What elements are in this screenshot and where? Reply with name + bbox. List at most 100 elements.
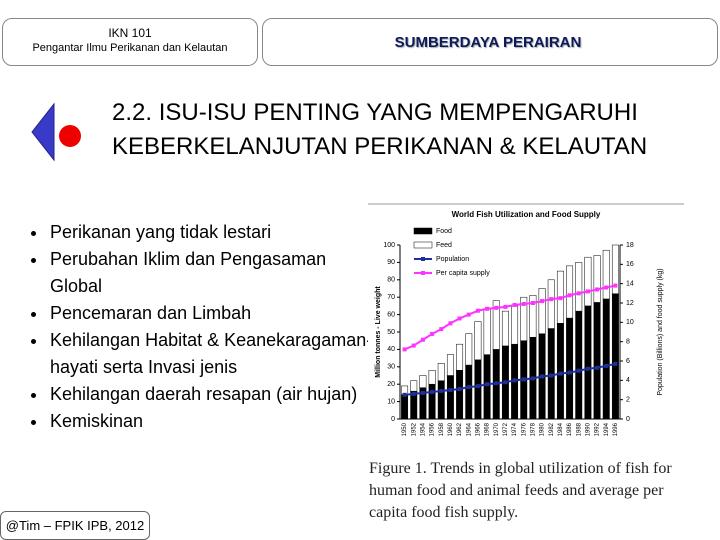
point <box>567 293 572 298</box>
bar <box>483 354 491 420</box>
bar <box>474 359 482 420</box>
chart-title: World Fish Utilization and Food Supply <box>452 210 601 219</box>
point <box>558 296 563 301</box>
point <box>475 308 480 313</box>
point <box>604 285 609 290</box>
bar <box>401 394 409 420</box>
bar <box>474 321 482 361</box>
y-tick-label: 30 <box>387 364 395 371</box>
y2-tick-label: 14 <box>626 281 634 288</box>
bar <box>593 302 601 420</box>
slide-title: 2.2. ISU-ISU PENTING YANG MEMPENGARUHI K… <box>112 99 648 160</box>
bullet: Perikanan yang tidak lestari <box>48 219 378 246</box>
bar <box>538 288 546 334</box>
y-tick-label: 70 <box>387 294 395 301</box>
point <box>521 377 526 382</box>
point <box>604 363 609 368</box>
x-tick-label: 1970 <box>494 422 500 436</box>
y2-tick-label: 4 <box>626 377 630 384</box>
point <box>530 376 535 381</box>
x-tick-label: 1978 <box>530 422 536 436</box>
bar <box>492 300 500 350</box>
y2-tick-label: 16 <box>626 261 634 268</box>
x-tick-label: 1988 <box>576 422 582 436</box>
y2-tick-label: 12 <box>626 300 634 307</box>
bar <box>410 380 418 392</box>
bar <box>611 293 619 420</box>
dot-icon <box>59 125 81 147</box>
course-name: Pengantar Ilmu Perikanan dan Kelautan <box>32 42 228 54</box>
bar <box>428 370 436 385</box>
course-box: IKN 101 Pengantar Ilmu Perikanan dan Kel… <box>2 18 258 66</box>
x-tick-label: 1972 <box>503 422 509 436</box>
y2-tick-label: 0 <box>626 416 630 423</box>
course-code: IKN 101 <box>108 26 152 40</box>
point <box>494 381 499 386</box>
point <box>448 321 453 326</box>
point <box>512 302 517 307</box>
point <box>439 327 444 332</box>
y-tick-label: 0 <box>391 416 395 423</box>
y-tick-label: 80 <box>387 277 395 284</box>
y2-tick-label: 8 <box>626 339 630 346</box>
bar <box>575 262 583 312</box>
nav-icon <box>31 102 81 162</box>
legend-label: Population <box>436 256 469 263</box>
bar <box>446 354 454 376</box>
point <box>503 380 508 385</box>
point <box>485 382 490 387</box>
arrow-icon <box>31 102 55 162</box>
figure-chart: World Fish Utilization and Food Supply01… <box>368 203 684 458</box>
x-tick-label: 1990 <box>585 422 591 436</box>
x-tick-label: 1952 <box>411 422 417 436</box>
bar <box>437 380 445 420</box>
bullet: Pencemaran dan Limbah <box>48 300 378 327</box>
point <box>595 365 600 370</box>
y2-axis-label: Population (Billions) and food supply (k… <box>657 268 664 395</box>
x-tick-label: 1984 <box>558 422 564 436</box>
bar <box>465 333 473 366</box>
bar <box>547 279 555 329</box>
footer: @Tim – FPIK IPB, 2012 <box>0 511 150 540</box>
y2-tick-label: 10 <box>626 319 634 326</box>
point <box>613 361 618 366</box>
bullet: Kemiskinan <box>48 408 378 435</box>
point <box>411 391 416 396</box>
point <box>558 371 563 376</box>
bullet-list: Perikanan yang tidak lestariPerubahan Ik… <box>24 219 378 435</box>
bar <box>483 309 491 355</box>
point <box>576 368 581 373</box>
point <box>457 387 462 392</box>
bar <box>446 375 454 420</box>
x-tick-label: 1980 <box>540 422 546 436</box>
legend-swatch <box>413 227 433 235</box>
y-tick-label: 20 <box>387 381 395 388</box>
x-tick-label: 1954 <box>420 422 426 436</box>
bar <box>511 305 519 345</box>
legend-swatch <box>421 257 425 261</box>
y-tick-label: 100 <box>383 242 395 249</box>
x-tick-label: 1964 <box>466 422 472 436</box>
bullet: Perubahan Iklim dan Pengasaman Global <box>48 246 378 300</box>
point <box>420 390 425 395</box>
x-tick-label: 1996 <box>613 422 619 436</box>
x-tick-label: 1994 <box>604 422 610 436</box>
y-tick-label: 50 <box>387 329 395 336</box>
bar <box>419 375 427 388</box>
x-tick-label: 1986 <box>567 422 573 436</box>
legend-label: Feed <box>436 242 452 249</box>
x-tick-label: 1992 <box>595 422 601 436</box>
point <box>595 287 600 292</box>
bar <box>520 296 528 341</box>
point <box>585 366 590 371</box>
point <box>540 299 545 304</box>
point <box>439 388 444 393</box>
point <box>475 384 480 389</box>
x-tick-label: 1968 <box>485 422 491 436</box>
bar <box>456 370 464 420</box>
bullet: Kehilangan Habitat & Keanekaragaman-haya… <box>48 327 378 381</box>
point <box>466 312 471 317</box>
bar <box>465 364 473 420</box>
point <box>430 389 435 394</box>
bar <box>584 256 592 307</box>
